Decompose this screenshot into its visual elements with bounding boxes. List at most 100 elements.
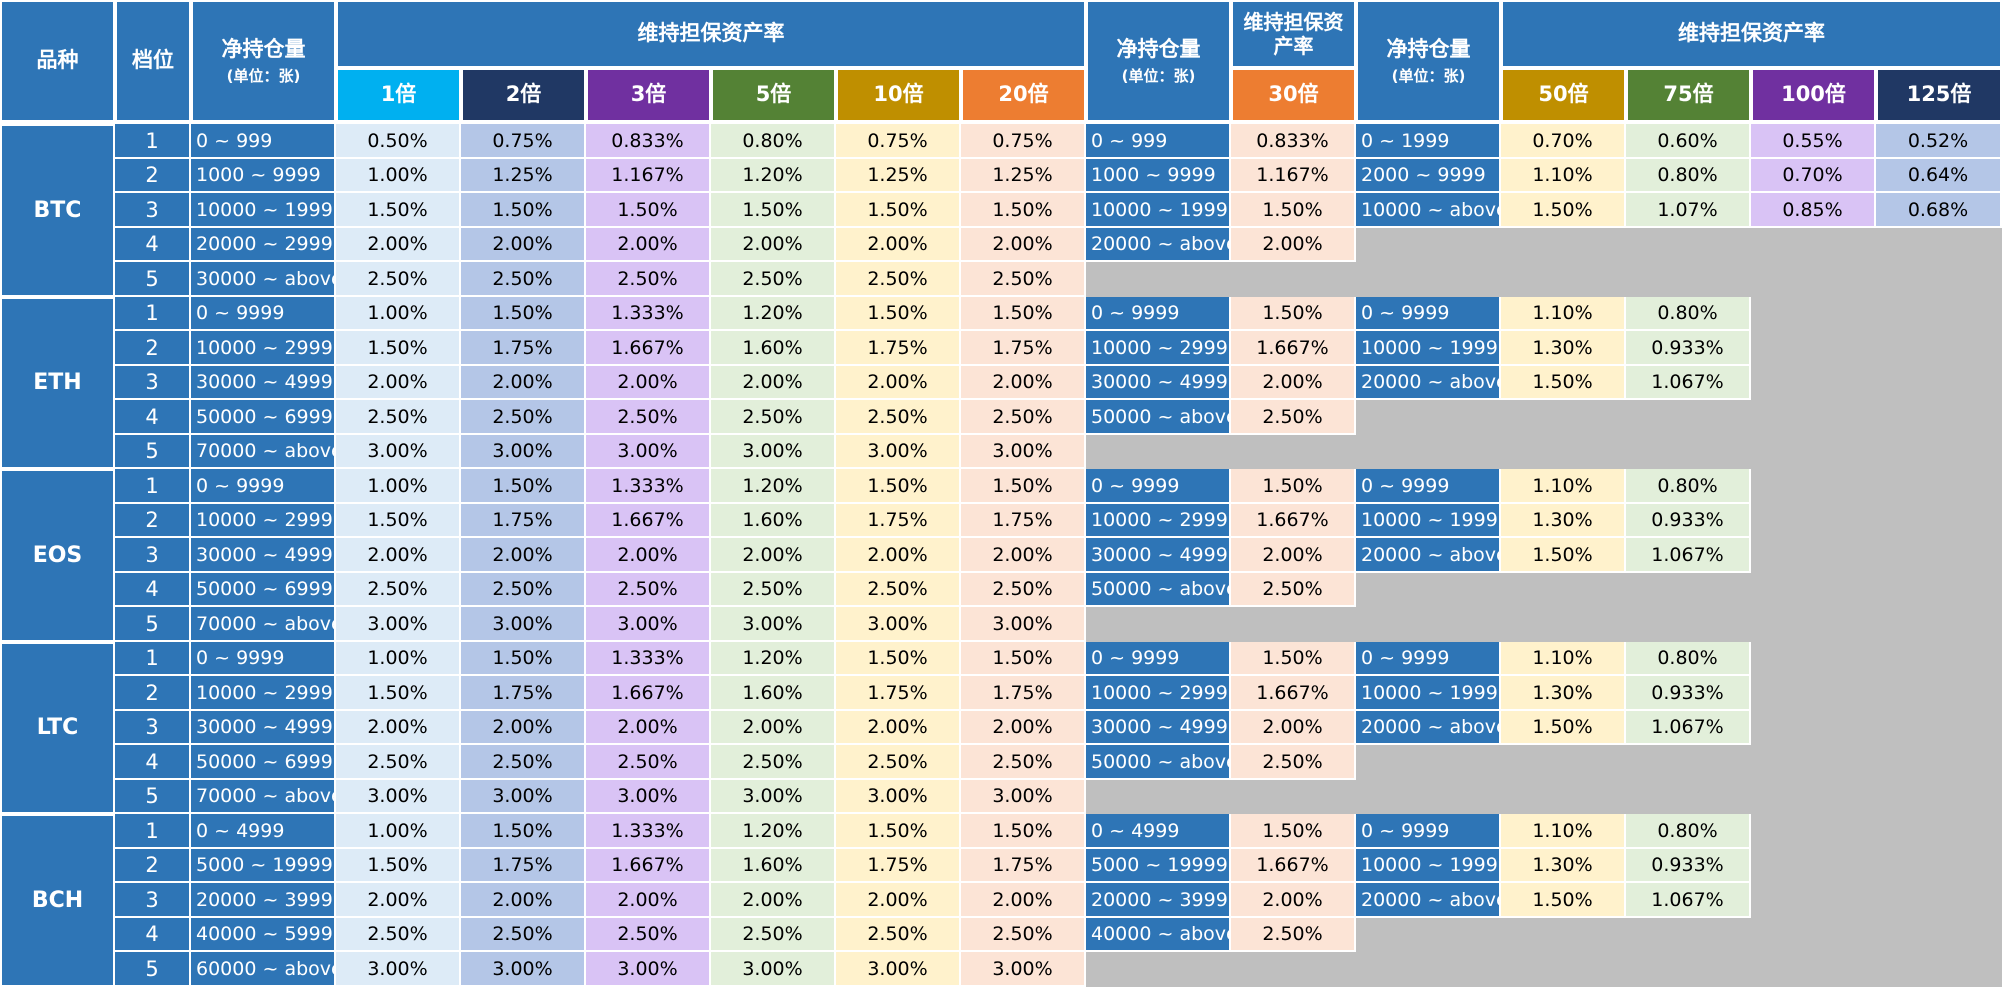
tier-number: 4	[115, 228, 191, 262]
empty-area	[1751, 469, 2002, 504]
position-range: 10000 ~ 19999	[191, 193, 336, 228]
rate-cell: 2.50%	[836, 918, 961, 952]
header-leverage-1倍: 1倍	[336, 68, 461, 122]
rate-cell: 3.00%	[336, 780, 461, 814]
rate-cell: 2.50%	[836, 745, 961, 780]
rate-cell: 2.50%	[461, 918, 586, 952]
rate-cell: 1.00%	[336, 469, 461, 504]
position-range-30x: 1000 ~ 9999	[1086, 159, 1231, 193]
rate-cell: 2.50%	[586, 573, 711, 607]
rate-cell-high-leverage: 0.80%	[1626, 814, 1751, 849]
rate-cell: 1.50%	[461, 469, 586, 504]
header-leverage-50倍: 50倍	[1501, 68, 1626, 122]
tier-number: 4	[115, 918, 191, 952]
rate-cell: 3.00%	[461, 780, 586, 814]
rate-cell-high-leverage: 1.50%	[1501, 883, 1626, 918]
rate-cell: 1.75%	[961, 676, 1086, 711]
rate-cell: 1.75%	[461, 504, 586, 538]
rate-cell-high-leverage: 1.10%	[1501, 159, 1626, 193]
rate-cell-high-leverage: 0.80%	[1626, 159, 1751, 193]
position-range-30x: 0 ~ 9999	[1086, 297, 1231, 331]
position-range-high-leverage: 0 ~ 9999	[1356, 297, 1501, 331]
rate-cell: 2.00%	[711, 538, 836, 573]
rate-cell: 0.833%	[586, 124, 711, 159]
rate-cell: 0.75%	[836, 124, 961, 159]
tier-number: 5	[115, 780, 191, 814]
rate-cell: 1.50%	[961, 814, 1086, 849]
position-range: 30000 ~ 49999	[191, 366, 336, 400]
position-range: 1000 ~ 9999	[191, 159, 336, 193]
empty-area	[1356, 228, 2002, 297]
rate-cell: 1.50%	[461, 642, 586, 676]
rate-cell-high-leverage: 0.68%	[1876, 193, 2002, 228]
rate-cell: 1.50%	[336, 504, 461, 538]
empty-area	[1751, 849, 2002, 883]
tier-number: 2	[115, 849, 191, 883]
rate-cell: 1.333%	[586, 469, 711, 504]
rate-cell: 1.50%	[336, 849, 461, 883]
rate-cell: 1.50%	[461, 297, 586, 331]
rate-cell: 1.60%	[711, 849, 836, 883]
tier-number: 3	[115, 193, 191, 228]
rate-cell: 3.00%	[336, 952, 461, 987]
rate-cell: 2.00%	[461, 711, 586, 745]
tier-number: 2	[115, 676, 191, 711]
rate-cell-high-leverage: 0.64%	[1876, 159, 2002, 193]
rate-cell-high-leverage: 1.10%	[1501, 642, 1626, 676]
position-range-high-leverage: 2000 ~ 9999	[1356, 159, 1501, 193]
rate-cell: 2.50%	[711, 400, 836, 435]
rate-cell: 1.00%	[336, 297, 461, 331]
position-range-30x: 20000 ~ above	[1086, 228, 1231, 262]
rate-cell-30x: 2.50%	[1231, 745, 1356, 780]
position-range-30x: 0 ~ 999	[1086, 124, 1231, 159]
rate-cell: 1.50%	[836, 297, 961, 331]
header-leverage-2倍: 2倍	[461, 68, 586, 122]
tier-number: 5	[115, 952, 191, 987]
symbol-btc: BTC	[0, 124, 115, 297]
header-net-position-b: 净持仓量 (单位：张)	[1086, 0, 1231, 122]
rate-cell-30x: 1.667%	[1231, 504, 1356, 538]
rate-cell: 1.50%	[836, 469, 961, 504]
tier-number: 1	[115, 469, 191, 504]
rate-cell: 1.20%	[711, 642, 836, 676]
rate-cell: 2.50%	[586, 745, 711, 780]
position-range-30x: 5000 ~ 19999	[1086, 849, 1231, 883]
position-range-30x: 50000 ~ above	[1086, 400, 1231, 435]
position-range-30x: 10000 ~ 19999	[1086, 193, 1231, 228]
rate-cell: 2.00%	[586, 366, 711, 400]
rate-cell: 3.00%	[461, 435, 586, 469]
rate-cell: 2.50%	[586, 262, 711, 297]
rate-cell: 1.75%	[836, 331, 961, 366]
rate-cell: 1.00%	[336, 642, 461, 676]
position-range: 60000 ~ above	[191, 952, 336, 987]
position-range-30x: 0 ~ 9999	[1086, 642, 1231, 676]
header-net-position-b-unit: (单位：张)	[1121, 66, 1196, 85]
position-range: 30000 ~ 49999	[191, 538, 336, 573]
rate-cell: 2.50%	[336, 918, 461, 952]
rate-cell: 2.50%	[461, 745, 586, 780]
rate-cell: 2.50%	[961, 918, 1086, 952]
rate-cell: 3.00%	[711, 607, 836, 642]
rate-cell: 1.75%	[461, 849, 586, 883]
position-range-high-leverage: 20000 ~ above	[1356, 366, 1501, 400]
rate-cell: 2.50%	[961, 400, 1086, 435]
symbol-bch: BCH	[0, 814, 115, 987]
rate-cell: 3.00%	[586, 435, 711, 469]
header-leverage-75倍: 75倍	[1626, 68, 1751, 122]
rate-cell: 2.50%	[711, 918, 836, 952]
empty-area	[1751, 711, 2002, 745]
rate-cell: 2.50%	[711, 745, 836, 780]
position-range-30x: 30000 ~ 49999	[1086, 538, 1231, 573]
rate-cell: 2.00%	[336, 711, 461, 745]
tier-number: 3	[115, 538, 191, 573]
empty-area	[1751, 676, 2002, 711]
rate-cell: 1.50%	[586, 193, 711, 228]
header-net-position-c-label: 净持仓量	[1386, 37, 1471, 62]
position-range-30x: 40000 ~ above	[1086, 918, 1231, 952]
symbol-eth: ETH	[0, 296, 115, 469]
tier-number: 5	[115, 262, 191, 297]
rate-cell: 2.00%	[586, 711, 711, 745]
rate-cell: 0.75%	[461, 124, 586, 159]
position-range-high-leverage: 0 ~ 9999	[1356, 814, 1501, 849]
empty-area	[1356, 745, 2002, 814]
